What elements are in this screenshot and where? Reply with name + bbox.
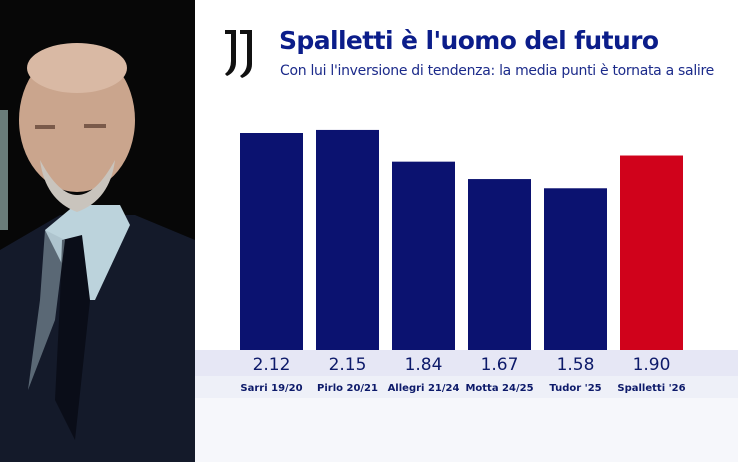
category-label: Allegri 21/24: [388, 383, 460, 394]
bar-1: [316, 129, 379, 350]
category-label: Pirlo 20/21: [317, 383, 378, 394]
footer-band: [195, 398, 738, 462]
bar-3: [468, 179, 531, 350]
category-label: Tudor '25: [549, 383, 601, 394]
juventus-logo-icon: [225, 30, 252, 78]
value-label: 2.12: [253, 355, 291, 375]
value-label: 1.90: [633, 355, 671, 375]
bar-2: [392, 161, 455, 350]
value-band: [195, 350, 738, 376]
category-label: Sarri 19/20: [240, 383, 302, 394]
category-label: Motta 24/25: [465, 383, 533, 394]
portrait-photo: [0, 0, 195, 462]
value-label: 1.84: [405, 355, 443, 375]
value-label: 2.15: [329, 355, 367, 375]
value-label: 1.67: [481, 355, 519, 375]
category-label: Spalletti '26: [617, 383, 685, 394]
bar-0: [240, 133, 303, 350]
category-band: [195, 376, 738, 398]
bar-5: [620, 155, 683, 350]
value-label: 1.58: [557, 355, 595, 375]
bar-4: [544, 188, 607, 350]
chart-subtitle: Con lui l'inversione di tendenza: la med…: [280, 63, 714, 79]
chart-title: Spalletti è l'uomo del futuro: [279, 26, 659, 55]
